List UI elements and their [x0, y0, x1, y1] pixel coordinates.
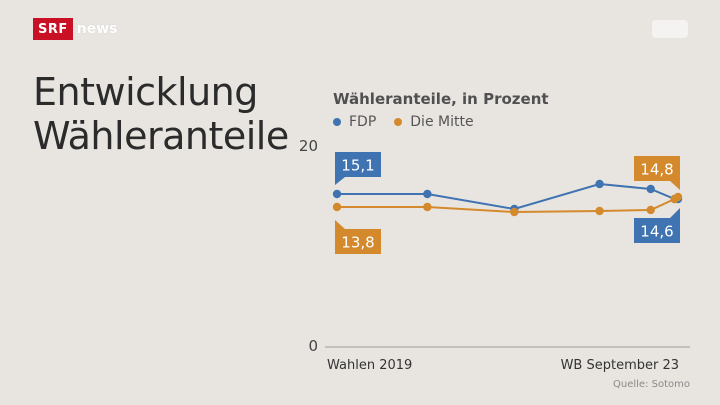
data-point — [510, 207, 519, 217]
x-tick-label: Wahlen 2019 — [327, 358, 412, 373]
news-logo-text: news — [76, 21, 118, 37]
title-line-2: Wähleranteile — [33, 114, 289, 158]
data-point — [646, 184, 655, 194]
y-tick-label: 20 — [299, 137, 318, 155]
fdp-end-label-pointer — [670, 208, 680, 218]
fdp-start-label-pointer — [335, 177, 345, 185]
srf-logo-mark: SRF — [33, 18, 73, 40]
source-note: Quelle: Sotomo — [613, 379, 690, 390]
y-tick-label: 0 — [308, 337, 318, 355]
data-point — [646, 205, 655, 215]
mitte-end-label-text: 14,8 — [640, 161, 673, 179]
data-point — [332, 189, 342, 199]
data-point — [332, 202, 342, 212]
data-point — [595, 179, 604, 189]
x-tick-label: WB September 23 — [561, 358, 679, 373]
mitte-end-label-pointer — [670, 181, 680, 190]
fdp-start-label-box — [335, 152, 381, 177]
fdp-end-label-box — [634, 218, 680, 243]
chart-title: Wähleranteile, in Prozent — [333, 90, 549, 108]
mitte-start-label-text: 13,8 — [341, 234, 374, 252]
data-point — [423, 189, 432, 199]
data-point — [595, 206, 604, 216]
series-line-mitte — [337, 196, 679, 214]
mitte-end-label-box — [634, 156, 680, 181]
channel-watermark — [652, 20, 688, 38]
title-line-1: Entwicklung — [33, 70, 258, 114]
legend-dot-fdp-icon — [333, 118, 341, 126]
legend-label-fdp: FDP — [349, 114, 377, 130]
legend-label-mitte: Die Mitte — [410, 114, 474, 130]
data-point — [423, 202, 432, 212]
page-title: Entwicklung Wähleranteile — [33, 70, 289, 158]
mitte-start-label-pointer — [335, 220, 345, 229]
legend-item-mitte: Die Mitte — [394, 114, 474, 130]
srf-news-logo: SRF news — [33, 18, 122, 40]
fdp-start-label-text: 15,1 — [341, 157, 374, 175]
chart-legend: FDP Die Mitte — [333, 114, 474, 130]
series-line-fdp — [337, 182, 678, 211]
fdp-end-label-text: 14,6 — [640, 223, 673, 241]
mitte-start-label-box — [335, 229, 381, 254]
legend-item-fdp: FDP — [333, 114, 376, 130]
data-point — [673, 192, 683, 202]
legend-dot-mitte-icon — [394, 118, 403, 126]
